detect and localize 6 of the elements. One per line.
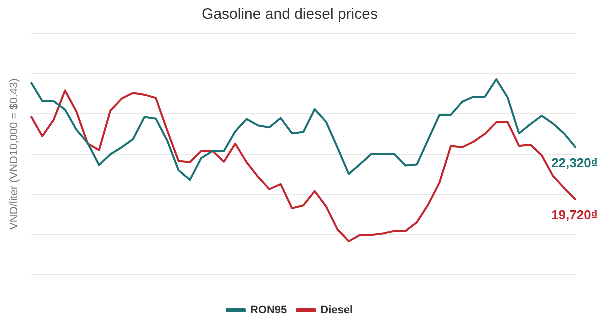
chart-title: Gasoline and diesel prices	[202, 6, 378, 24]
y-axis-title: VND/liter (VND10,000 = $0.43)	[8, 78, 21, 230]
data-label: 19,720₫	[552, 208, 598, 223]
legend-label: RON95	[250, 304, 288, 317]
data-label: 22,320₫	[552, 155, 598, 170]
legend-label: Diesel	[320, 304, 354, 317]
